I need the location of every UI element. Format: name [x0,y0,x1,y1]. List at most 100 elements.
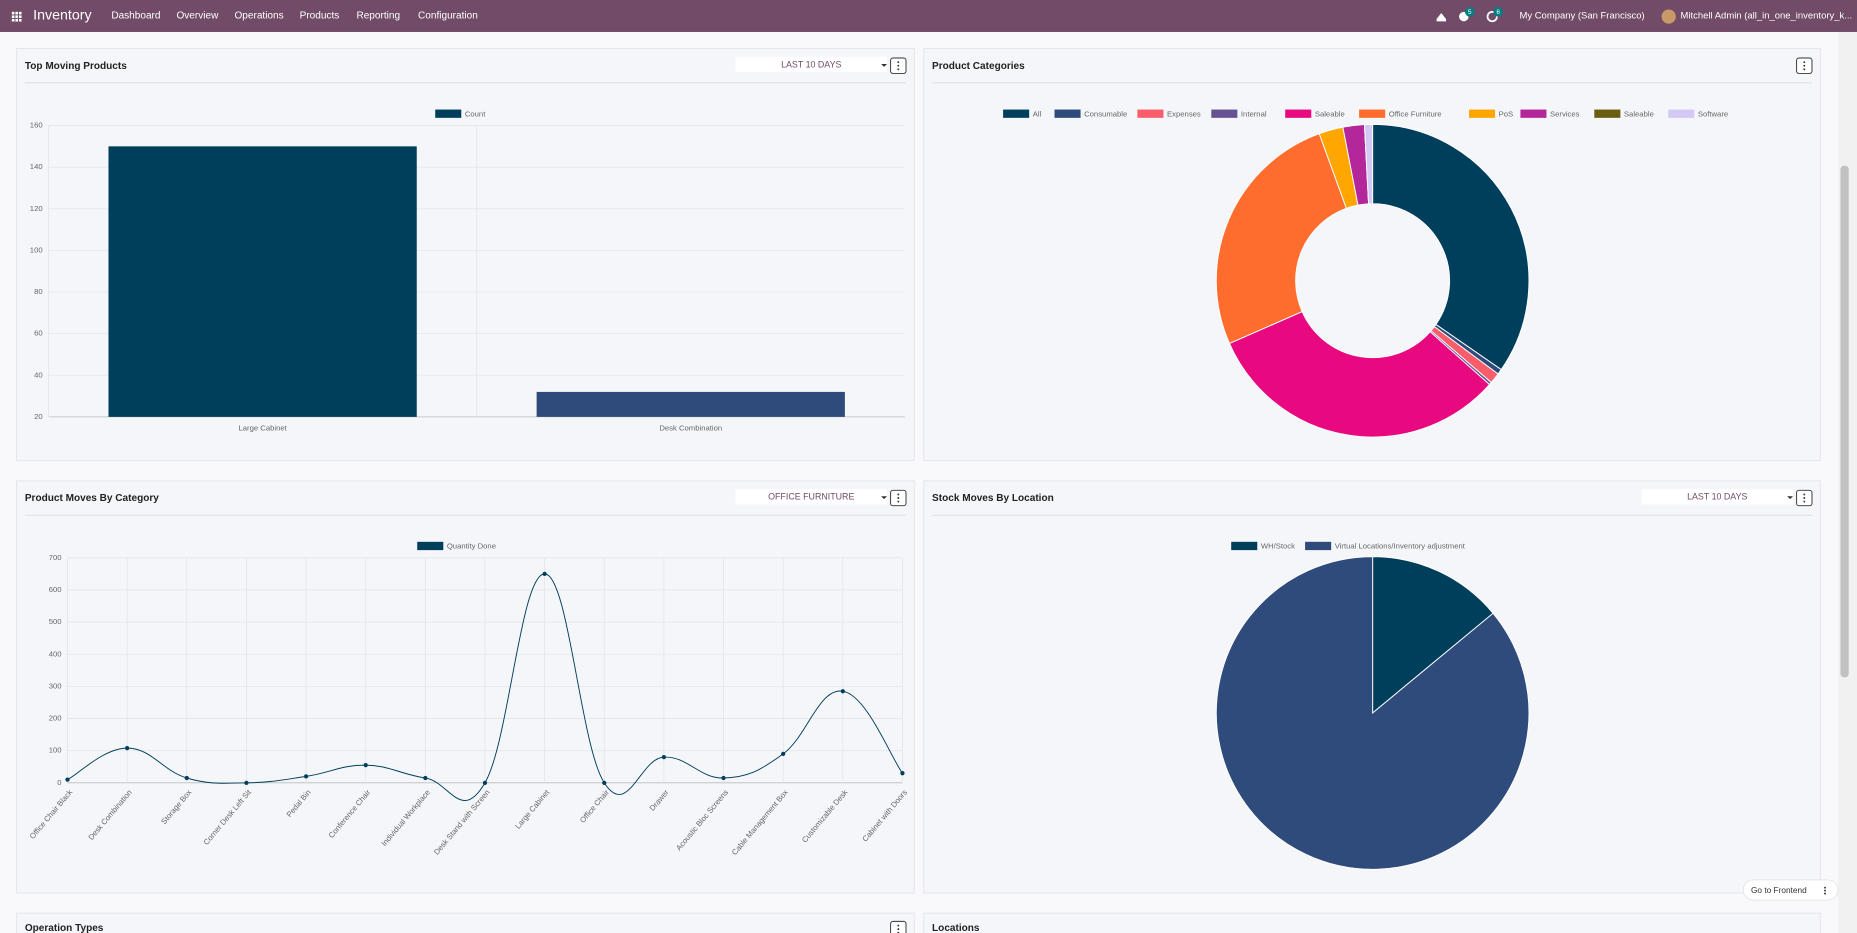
filter-select[interactable] [1641,489,1794,505]
y-tick-label: 60 [34,329,43,338]
legend-label: Internal [1241,109,1267,118]
apps-icon[interactable] [18,11,22,15]
legend-label: Count [465,109,486,118]
legend-swatch [1285,109,1312,118]
legend-swatch [1211,109,1238,118]
legend-swatch [1469,109,1496,118]
menu-dot [1803,500,1806,503]
apps-icon[interactable] [11,18,15,22]
menu-dot [897,928,900,931]
badge-count: 5 [1468,9,1472,16]
menu-dot [1824,892,1826,895]
avatar[interactable] [1661,9,1676,24]
menu-button[interactable] [890,920,907,933]
company[interactable]: My Company (San Francisco) [1519,10,1644,21]
apps-icon[interactable] [11,15,15,19]
point [125,745,130,751]
legend-swatch [1594,109,1621,118]
user[interactable]: Mitchell Admin (all_in_one_inventory_k..… [1681,10,1853,21]
menu-item[interactable]: Overview [176,11,219,22]
badge [1493,7,1503,17]
activity-icon[interactable] [1486,10,1498,23]
point [781,751,786,757]
point [363,763,368,768]
frontend-label: Go to Frontend [1751,885,1807,895]
filter-value: OFFICE FURNITURE [768,492,854,502]
menu-dot [1824,889,1826,892]
menu-dot [1803,64,1806,67]
point [900,771,905,776]
apps-icon[interactable] [18,15,22,19]
legend-label: WH/Stock [1261,542,1295,551]
legend-label: PoS [1499,109,1514,118]
legend-swatch [1003,109,1030,118]
point [542,571,547,577]
menu-dot [1803,493,1806,496]
select-arrow [881,496,888,500]
menu-item[interactable]: Reporting [356,11,400,22]
panel-title: Stock Moves By Location [932,493,1054,504]
legend-swatch [1231,541,1258,551]
y-tick-label: 100 [49,746,62,755]
slice [1372,123,1530,371]
home-icon[interactable] [1436,13,1447,22]
legend-label: Office Furniture [1389,109,1442,118]
badge-count: 6 [1496,9,1500,16]
legend-label: All [1033,109,1042,118]
menu-dot [897,493,900,496]
select-arrow [881,63,888,67]
y-tick-label: 0 [57,778,61,787]
apps-icon[interactable] [15,11,19,15]
panel-title: Product Moves By Category [25,493,159,504]
legend-label: Software [1698,109,1728,118]
point [244,780,249,785]
menu-dot [1803,497,1806,499]
scrollbar-thumb[interactable] [1840,165,1849,678]
apps-icon[interactable] [15,15,19,19]
filter-value: LAST 10 DAYS [1687,492,1747,502]
menu-dot [1803,68,1806,71]
menu-item[interactable]: Dashboard [111,11,160,22]
y-tick-label: 600 [49,585,62,594]
navbar [0,0,1857,32]
panel-title: Locations [932,923,980,933]
menu-item[interactable]: Operations [234,11,283,22]
select-arrow [1787,496,1794,500]
point [661,754,667,760]
y-tick-label: 80 [34,287,43,296]
apps-icon[interactable] [15,18,19,22]
apps-icon[interactable] [11,11,15,15]
menu-item[interactable]: Products [300,11,340,22]
bar [108,146,417,417]
point [423,775,428,781]
menu-dot [897,924,900,927]
filter-select[interactable] [735,489,888,505]
panel [923,912,1821,933]
badge [1464,7,1475,17]
menu-item[interactable]: Configuration [418,11,478,22]
legend-swatch [435,109,462,118]
filter-value: LAST 10 DAYS [781,59,841,69]
y-tick-label: 200 [49,714,62,723]
panel [16,480,915,894]
menu-dot [897,61,900,64]
legend-label: Services [1550,109,1580,118]
legend-swatch [1305,541,1332,551]
slice [1228,310,1491,438]
point [482,780,488,785]
y-tick-label: 500 [49,617,62,626]
point [184,775,189,781]
frontend-button[interactable] [1742,879,1839,901]
panel [16,912,915,933]
panel-title: Operation Types [25,923,104,933]
slice [1215,133,1347,345]
legend-swatch [1668,109,1695,118]
filter-select[interactable] [735,56,888,73]
apps-icon[interactable] [18,18,22,22]
slice [1363,123,1374,205]
y-tick-label: 300 [49,681,62,690]
y-tick-label: 400 [49,649,62,658]
legend-label: Saleable [1315,109,1345,118]
point [65,777,70,782]
